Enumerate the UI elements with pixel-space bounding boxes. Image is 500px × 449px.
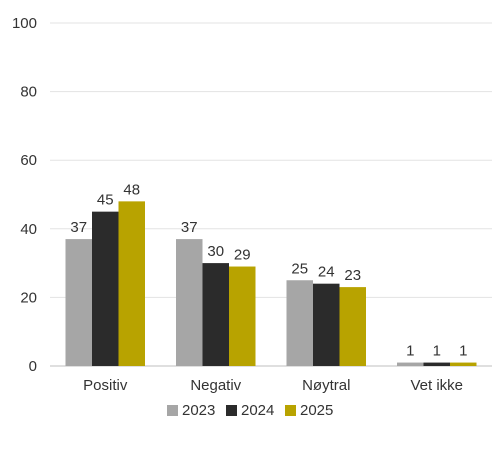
legend-swatch bbox=[167, 405, 178, 416]
y-tick-label: 80 bbox=[20, 84, 37, 101]
bar-2024-nøytral bbox=[313, 283, 340, 366]
data-label: 29 bbox=[234, 247, 251, 264]
legend: 2023 2024 2025 bbox=[167, 402, 333, 419]
bars bbox=[65, 201, 477, 366]
legend-swatch bbox=[285, 405, 296, 416]
bar-2025-vet-ikke bbox=[450, 362, 477, 366]
data-label: 25 bbox=[291, 260, 308, 277]
bar-2023-vet-ikke bbox=[397, 362, 424, 366]
data-labels: 37 45 48 37 30 29 25 24 23 1 1 1 bbox=[70, 181, 467, 359]
bar-2025-nøytral bbox=[339, 287, 366, 366]
x-tick-label: Vet ikke bbox=[410, 377, 463, 394]
data-label: 37 bbox=[70, 219, 87, 236]
data-label: 37 bbox=[181, 219, 198, 236]
x-tick-label: Positiv bbox=[83, 377, 128, 394]
bar-2025-positiv bbox=[118, 201, 145, 366]
data-label: 1 bbox=[406, 343, 414, 360]
x-axis-tick-labels: Positiv Negativ Nøytral Vet ikke bbox=[83, 377, 463, 394]
y-tick-label: 0 bbox=[29, 358, 37, 375]
data-label: 30 bbox=[207, 243, 224, 260]
bar-2023-positiv bbox=[65, 239, 92, 366]
data-label: 1 bbox=[433, 343, 441, 360]
bar-2024-positiv bbox=[92, 211, 119, 366]
data-label: 1 bbox=[459, 343, 467, 360]
x-tick-label: Nøytral bbox=[302, 377, 350, 394]
y-tick-label: 60 bbox=[20, 152, 37, 169]
legend-label: 2023 bbox=[182, 402, 215, 419]
bar-2024-negativ bbox=[202, 263, 229, 366]
bar-2024-vet-ikke bbox=[423, 362, 450, 366]
data-label: 23 bbox=[344, 267, 361, 284]
legend-label: 2024 bbox=[241, 402, 274, 419]
data-label: 48 bbox=[123, 181, 140, 198]
y-tick-label: 40 bbox=[20, 221, 37, 238]
legend-swatch bbox=[226, 405, 237, 416]
y-axis-tick-labels: 0 20 40 60 80 100 bbox=[12, 15, 37, 375]
bar-2023-negativ bbox=[176, 239, 203, 366]
legend-label: 2025 bbox=[300, 402, 333, 419]
bar-2023-nøytral bbox=[286, 280, 313, 366]
data-label: 45 bbox=[97, 192, 114, 209]
data-label: 24 bbox=[318, 264, 335, 281]
y-tick-label: 20 bbox=[20, 289, 37, 306]
y-tick-label: 100 bbox=[12, 15, 37, 32]
bar-2025-negativ bbox=[229, 266, 256, 366]
x-tick-label: Negativ bbox=[190, 377, 241, 394]
